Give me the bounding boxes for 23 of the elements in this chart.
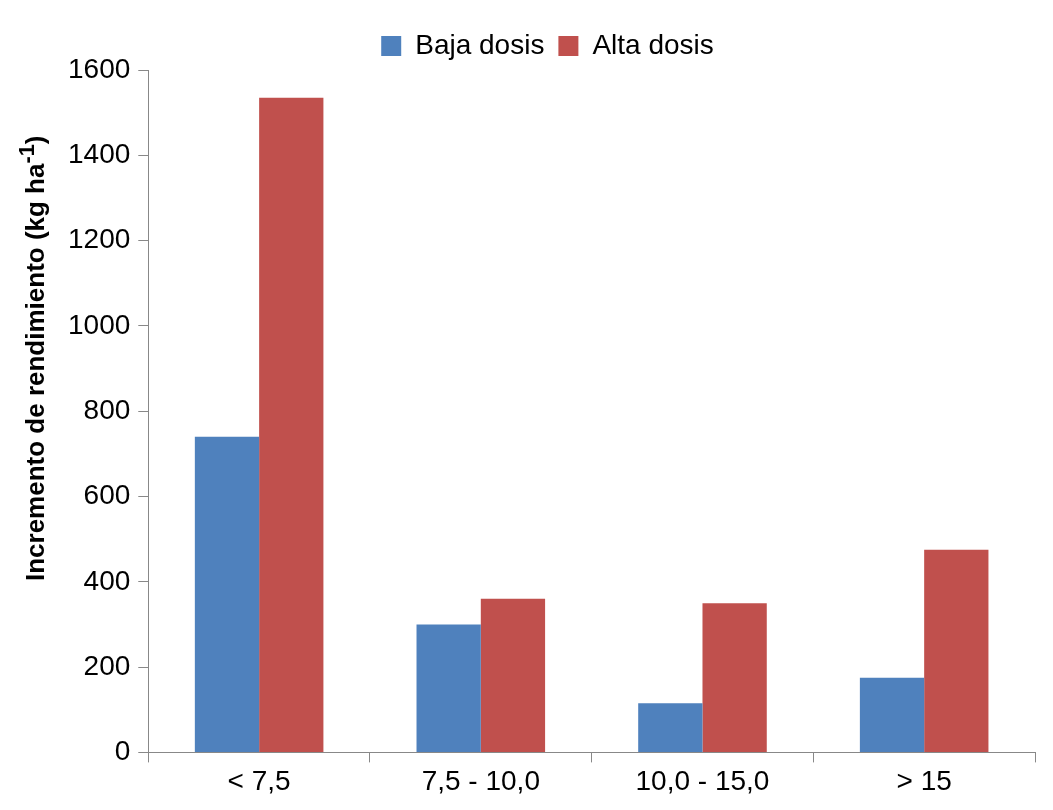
bar [194, 436, 260, 752]
x-tick-label: 7,5 - 10,0 [421, 764, 540, 796]
x-tick-label: < 7,5 [227, 764, 291, 796]
y-tick-label: 400 [83, 564, 131, 596]
y-tick-label: 1200 [67, 223, 131, 255]
x-tick-label: > 15 [896, 764, 952, 796]
y-tick-label: 1600 [67, 52, 131, 84]
legend-label: Alta dosis [592, 28, 714, 60]
bar [638, 703, 703, 752]
y-tick-label: 0 [114, 735, 131, 767]
x-tick-label: 10,0 - 15,0 [635, 764, 770, 796]
y-tick-label: 800 [83, 393, 131, 425]
bar [259, 97, 324, 752]
y-tick-label: 200 [83, 649, 131, 681]
bar [416, 624, 481, 752]
y-tick-label: 1400 [67, 138, 131, 170]
bar [480, 598, 546, 752]
y-tick-label: 1000 [67, 308, 131, 340]
bar [859, 677, 925, 752]
bar [924, 549, 989, 752]
legend-label: Baja dosis [415, 28, 545, 60]
y-tick-label: 600 [83, 479, 131, 511]
bar [702, 603, 767, 752]
